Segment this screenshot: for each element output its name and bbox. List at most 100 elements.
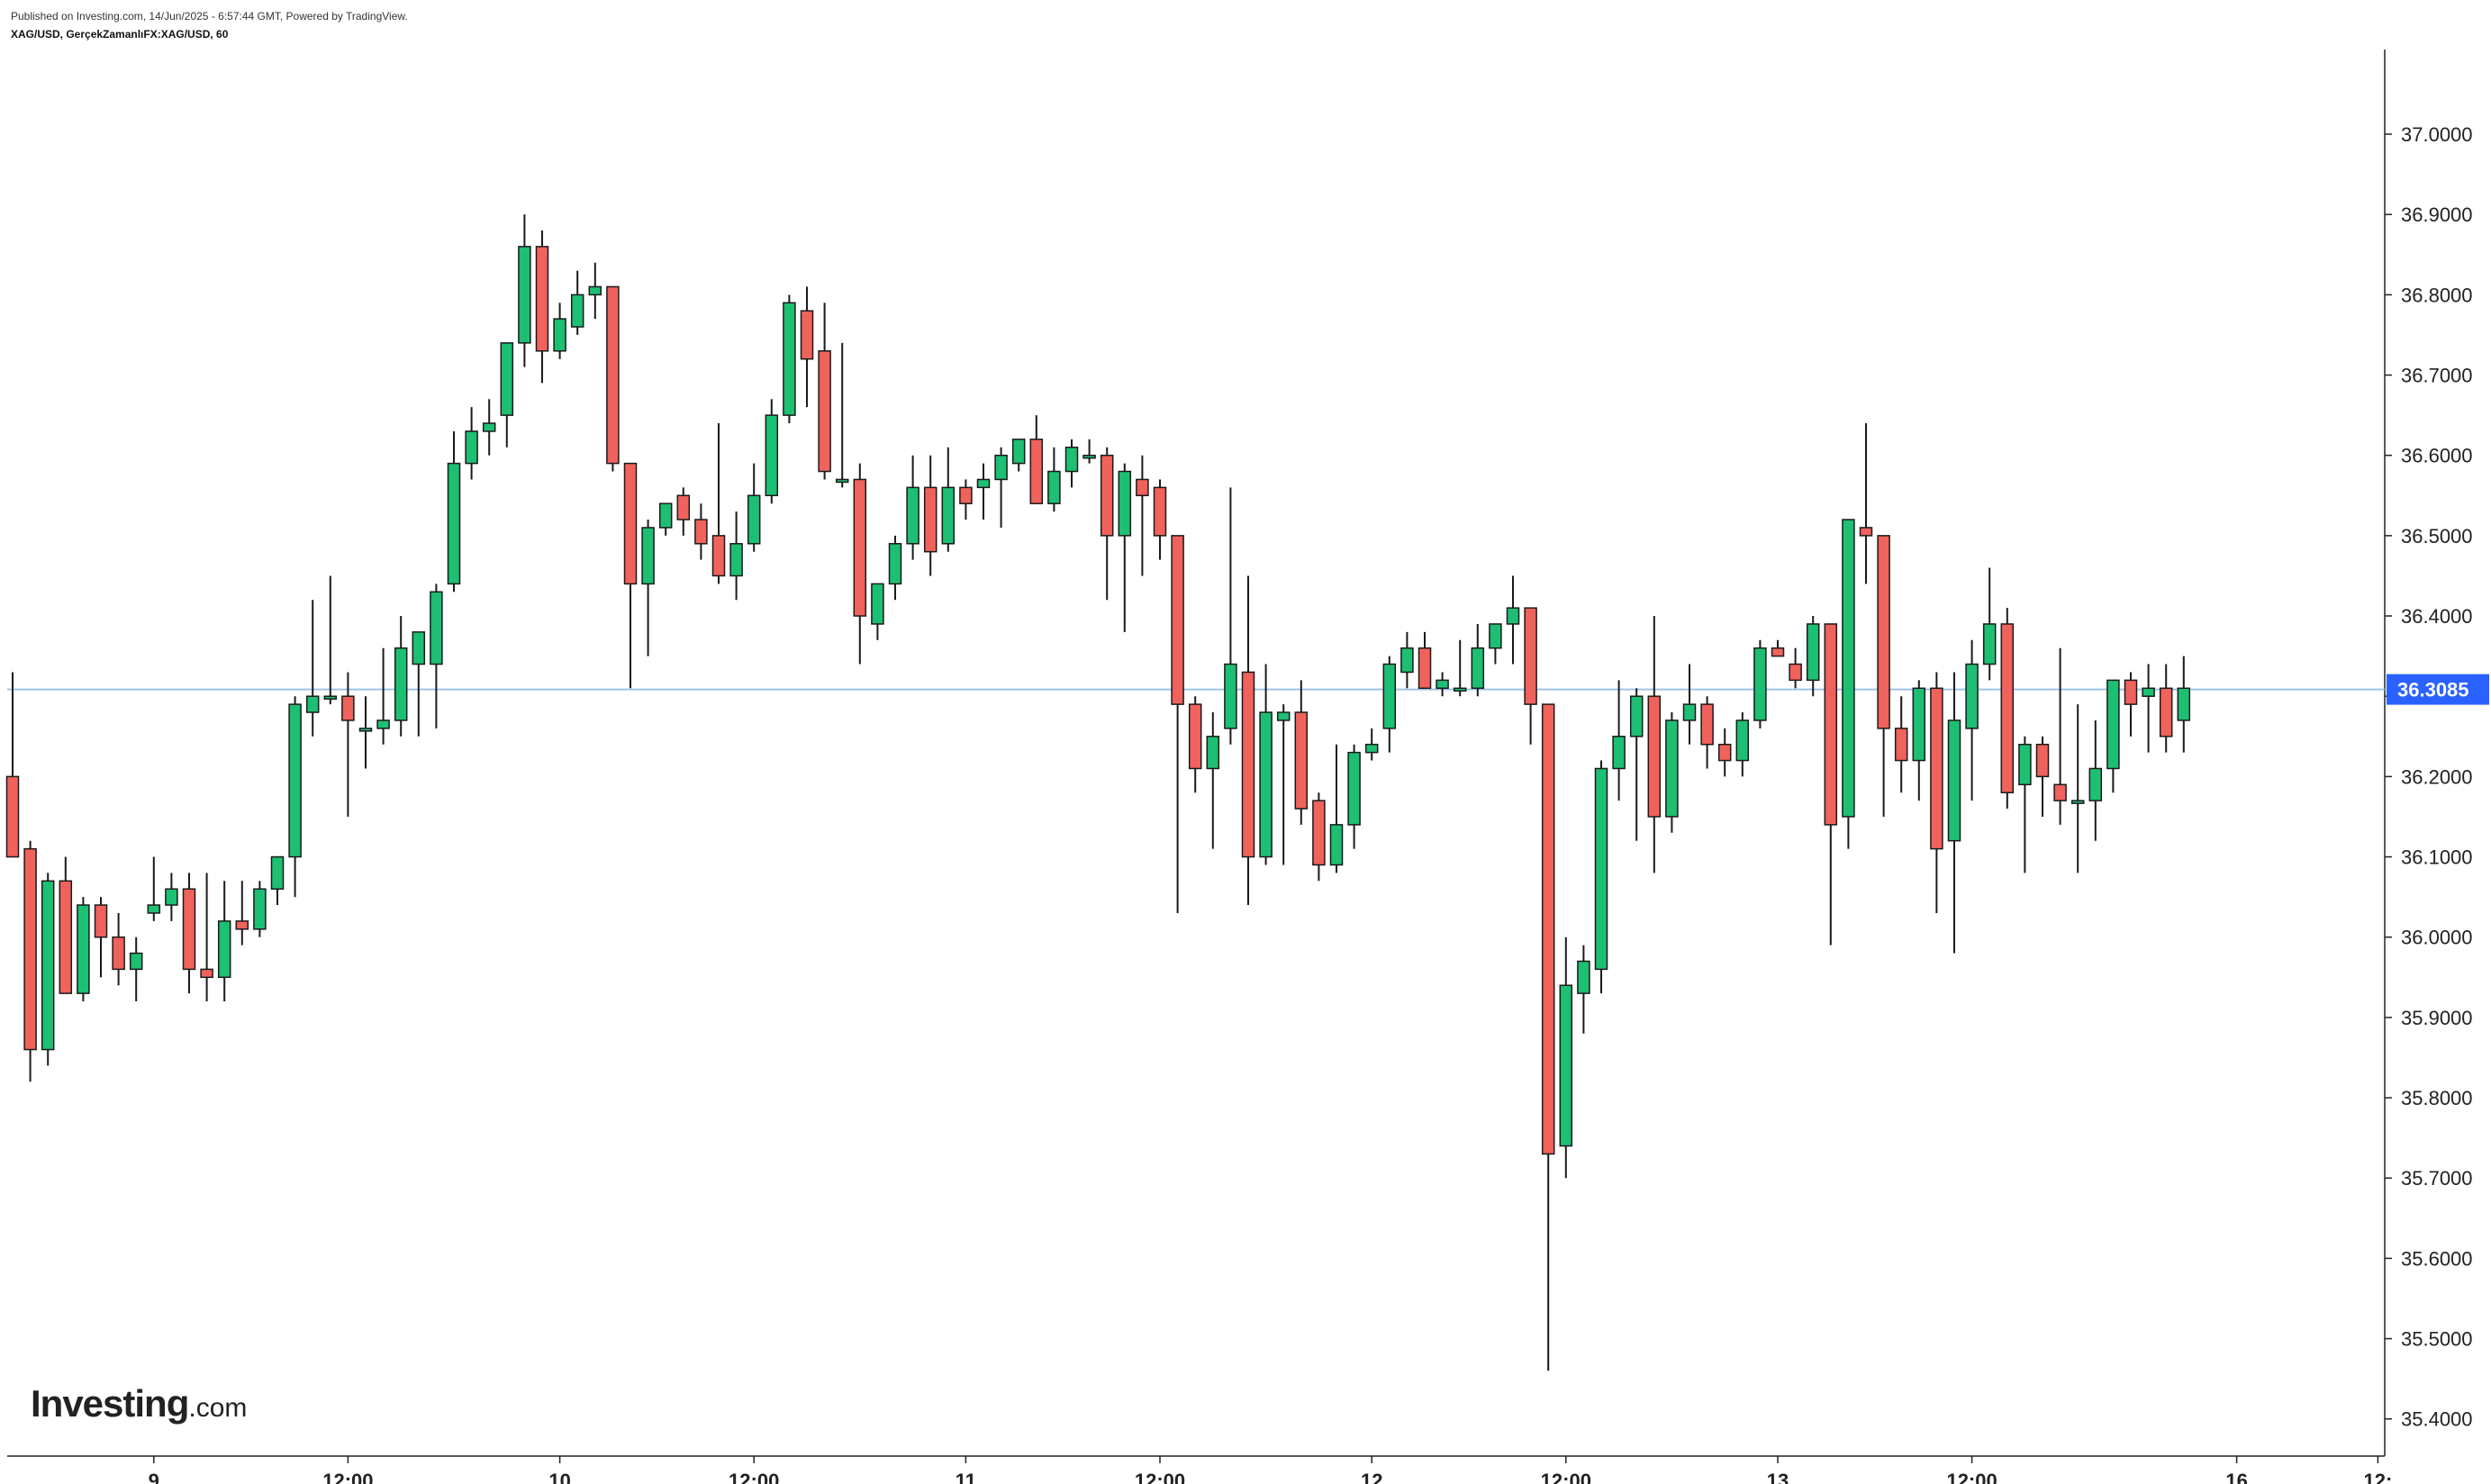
candle-body-up — [1382, 663, 1397, 729]
y-tick-label: 36.5000 — [2401, 525, 2473, 547]
candle-body-up — [1082, 454, 1096, 459]
candle-body-up — [518, 246, 531, 344]
candle-body-up — [2177, 687, 2191, 721]
candle-body-up — [2088, 767, 2103, 801]
candle-body-down — [818, 350, 831, 473]
candle-body-up — [1806, 623, 1820, 682]
candle-body-up — [1259, 711, 1273, 858]
candle-body-up — [835, 478, 849, 484]
candle-body-up — [2070, 800, 2085, 804]
candle-body-down — [623, 462, 638, 585]
candle-body-down — [694, 519, 708, 545]
candle-body-up — [323, 695, 338, 700]
candle-body-up — [765, 414, 779, 497]
candle-body-down — [1894, 728, 1908, 762]
candle-body-up — [1471, 647, 1485, 690]
last-price-badge — [2387, 674, 2489, 705]
candle-body-up — [1118, 470, 1132, 537]
y-tick-label: 35.4000 — [2401, 1408, 2473, 1431]
candle-body-down — [2035, 743, 2050, 778]
symbol-label: XAG/USD, GerçekZamanlıFX:XAG/USD, 60 — [11, 28, 229, 41]
x-tick-label: 11 — [956, 1470, 976, 1484]
candle-body-down — [676, 494, 691, 520]
candle-body-down — [1029, 439, 1044, 504]
x-tick-label: 12:00 — [729, 1470, 779, 1484]
candle-body-up — [783, 302, 796, 416]
y-tick-label: 36.8000 — [2401, 284, 2473, 306]
y-tick-label: 36.1000 — [2401, 846, 2473, 869]
y-tick-label: 35.6000 — [2401, 1247, 2473, 1270]
candle-body-down — [1824, 623, 1838, 826]
y-tick-label: 36.0000 — [2401, 927, 2473, 949]
candle-body-up — [412, 631, 426, 665]
candle-body-down — [535, 246, 549, 352]
candle-body-up — [1276, 711, 1291, 721]
published-note: Published on Investing.com, 14/Jun/2025 … — [11, 10, 408, 23]
candle-body-down — [2000, 623, 2015, 793]
candle-body-down — [2053, 783, 2067, 801]
candle-body-up — [288, 703, 302, 858]
candle-body-down — [1418, 647, 1432, 690]
candle-body-down — [1930, 687, 1943, 850]
candle-body-up — [500, 342, 514, 416]
candle-body-up — [358, 728, 373, 732]
candle-body-down — [1188, 703, 1202, 770]
candle-body-up — [729, 543, 743, 577]
candle-body-up — [1489, 623, 1502, 649]
candle-body-up — [1665, 719, 1679, 818]
candle-body-up — [1947, 719, 1961, 842]
candle-body-up — [1347, 751, 1361, 826]
candle-body-down — [341, 695, 355, 721]
y-tick-label: 36.9000 — [2401, 204, 2473, 226]
candle-body-up — [147, 904, 161, 914]
x-tick-label: 12:00 — [322, 1470, 373, 1484]
logo-main-text: Investing — [31, 1382, 189, 1425]
candle-body-up — [482, 422, 496, 432]
candle-body-up — [641, 527, 655, 585]
candle-body-up — [658, 502, 673, 529]
candle-body-up — [1224, 663, 1237, 729]
candle-body-down — [711, 535, 726, 577]
x-tick-label: 12:00 — [1946, 1470, 1997, 1484]
candle-body-up — [994, 454, 1008, 481]
x-tick-label: 9 — [149, 1470, 159, 1484]
candle-body-up — [1753, 647, 1767, 721]
candle-body-down — [1171, 535, 1184, 705]
y-tick-label: 37.0000 — [2401, 123, 2473, 146]
candle-body-up — [1842, 519, 1855, 818]
candle-body-up — [976, 478, 991, 489]
candle-body-down — [1771, 647, 1785, 657]
y-tick-label: 36.7000 — [2401, 365, 2473, 387]
y-tick-label: 36.6000 — [2401, 445, 2473, 467]
candle-body-up — [1735, 719, 1750, 762]
candle-body-up — [1047, 470, 1061, 504]
candle-body-up — [1436, 679, 1449, 690]
candle-body-down — [1136, 478, 1149, 497]
candle-body-up — [77, 904, 90, 994]
candle-body-up — [2142, 687, 2155, 697]
chart-header: Published on Investing.com, 14/Jun/2025 … — [11, 7, 408, 43]
candle-body-up — [129, 952, 143, 971]
investing-logo: Investing.com — [31, 1382, 247, 1425]
candle-body-down — [1859, 527, 1873, 537]
candle-body-down — [2124, 679, 2138, 705]
y-tick-label: 35.9000 — [2401, 1007, 2473, 1029]
candle-body-down — [1541, 703, 1555, 1155]
candle-body-up — [1453, 687, 1467, 692]
candle-body-down — [959, 486, 973, 504]
candle-body-up — [1011, 439, 1026, 465]
candle-body-up — [1594, 767, 1608, 971]
candle-body-up — [217, 920, 231, 979]
candle-body-up — [1629, 695, 1644, 737]
candle-body-up — [888, 543, 902, 585]
x-tick-label: 12:00 — [1541, 1470, 1591, 1484]
candle-body-up — [1965, 663, 1979, 729]
candle-body-up — [553, 318, 566, 352]
candle-body-up — [2106, 679, 2120, 770]
candle-body-up — [1206, 736, 1220, 770]
candle-body-down — [1100, 454, 1114, 537]
candle-body-up — [570, 294, 584, 328]
candle-body-up — [2018, 743, 2032, 786]
candle-body-down — [2159, 687, 2173, 737]
